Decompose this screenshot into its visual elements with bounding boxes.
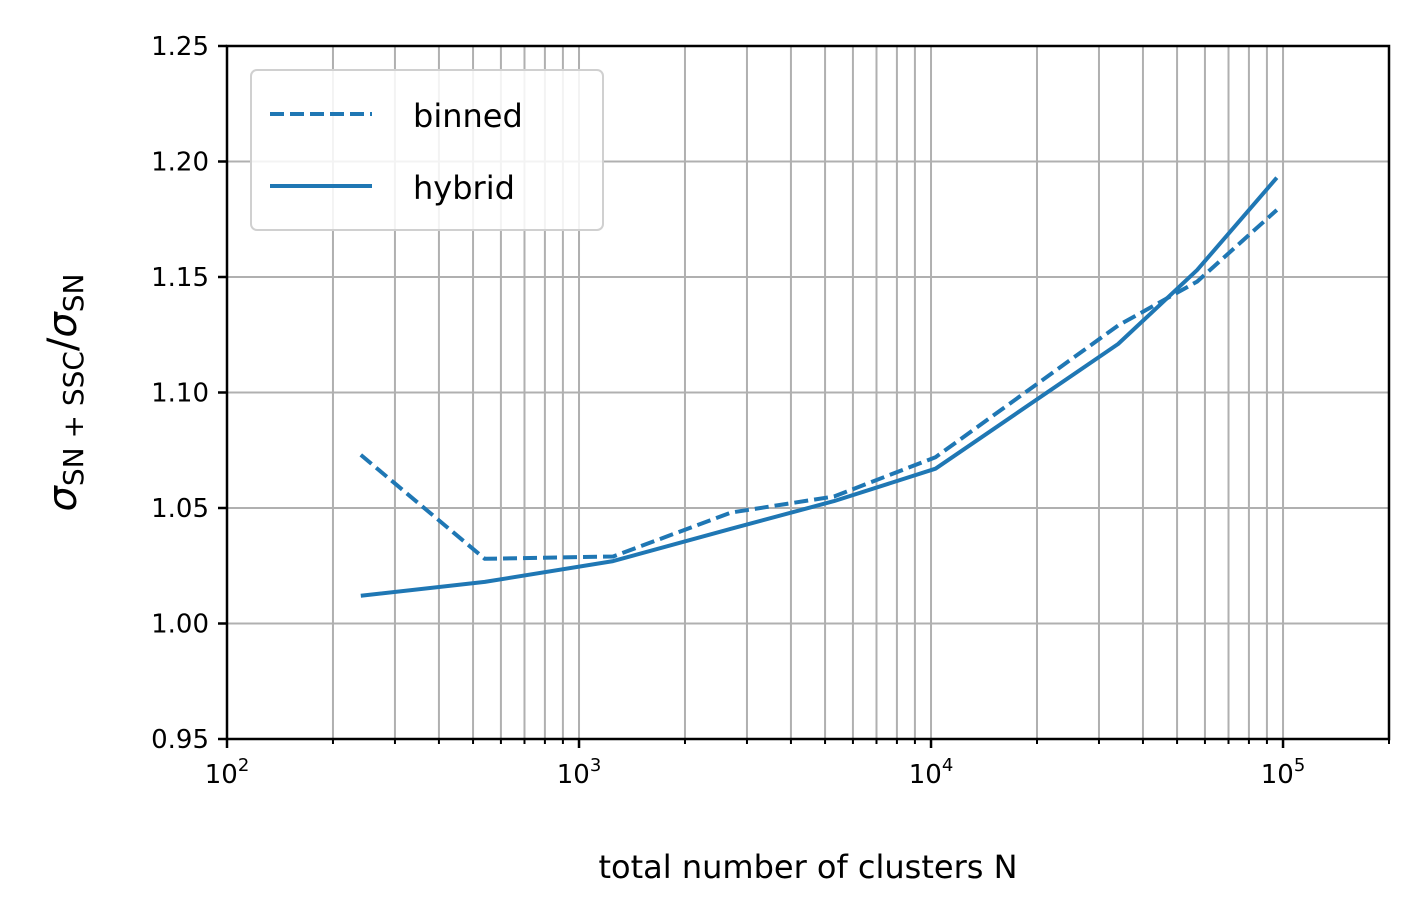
legend-label-binned: binned xyxy=(413,97,523,135)
y-tick-label: 1.10 xyxy=(151,379,209,409)
y-label-slash: / xyxy=(40,337,86,351)
legend: binned hybrid xyxy=(250,69,604,231)
y-tick-label: 1.25 xyxy=(151,32,209,62)
series-line-hybrid xyxy=(360,176,1279,598)
y-tick-label: 1.15 xyxy=(151,263,209,293)
legend-box xyxy=(250,69,604,231)
series-line-binned xyxy=(359,208,1279,561)
x-tick-label: 105 xyxy=(1261,755,1306,790)
x-axis-label: total number of clusters N xyxy=(598,848,1017,886)
x-tick-label: 102 xyxy=(205,755,250,790)
x-tick-label: 103 xyxy=(557,755,602,790)
y-label-den-symbol: σ xyxy=(40,311,86,338)
y-label-num-sub: SN + SSC xyxy=(57,351,90,486)
y-label-den-sub: SN xyxy=(57,274,90,313)
ticks xyxy=(218,44,1390,748)
y-tick-label: 1.20 xyxy=(151,148,209,178)
y-axis-label: σSN + SSC/σSN xyxy=(40,274,90,512)
series-layer xyxy=(359,176,1279,598)
y-tick-label: 1.00 xyxy=(151,610,209,640)
y-tick-label: 1.05 xyxy=(151,494,209,524)
tick-labels: 0.95 1.00 1.05 1.10 1.15 1.20 1.25 102 103 104 105 xyxy=(151,32,1305,790)
y-label-num-symbol: σ xyxy=(40,485,86,512)
legend-label-hybrid: hybrid xyxy=(413,169,515,207)
x-tick-label: 104 xyxy=(909,755,954,790)
y-tick-label: 0.95 xyxy=(151,725,209,755)
